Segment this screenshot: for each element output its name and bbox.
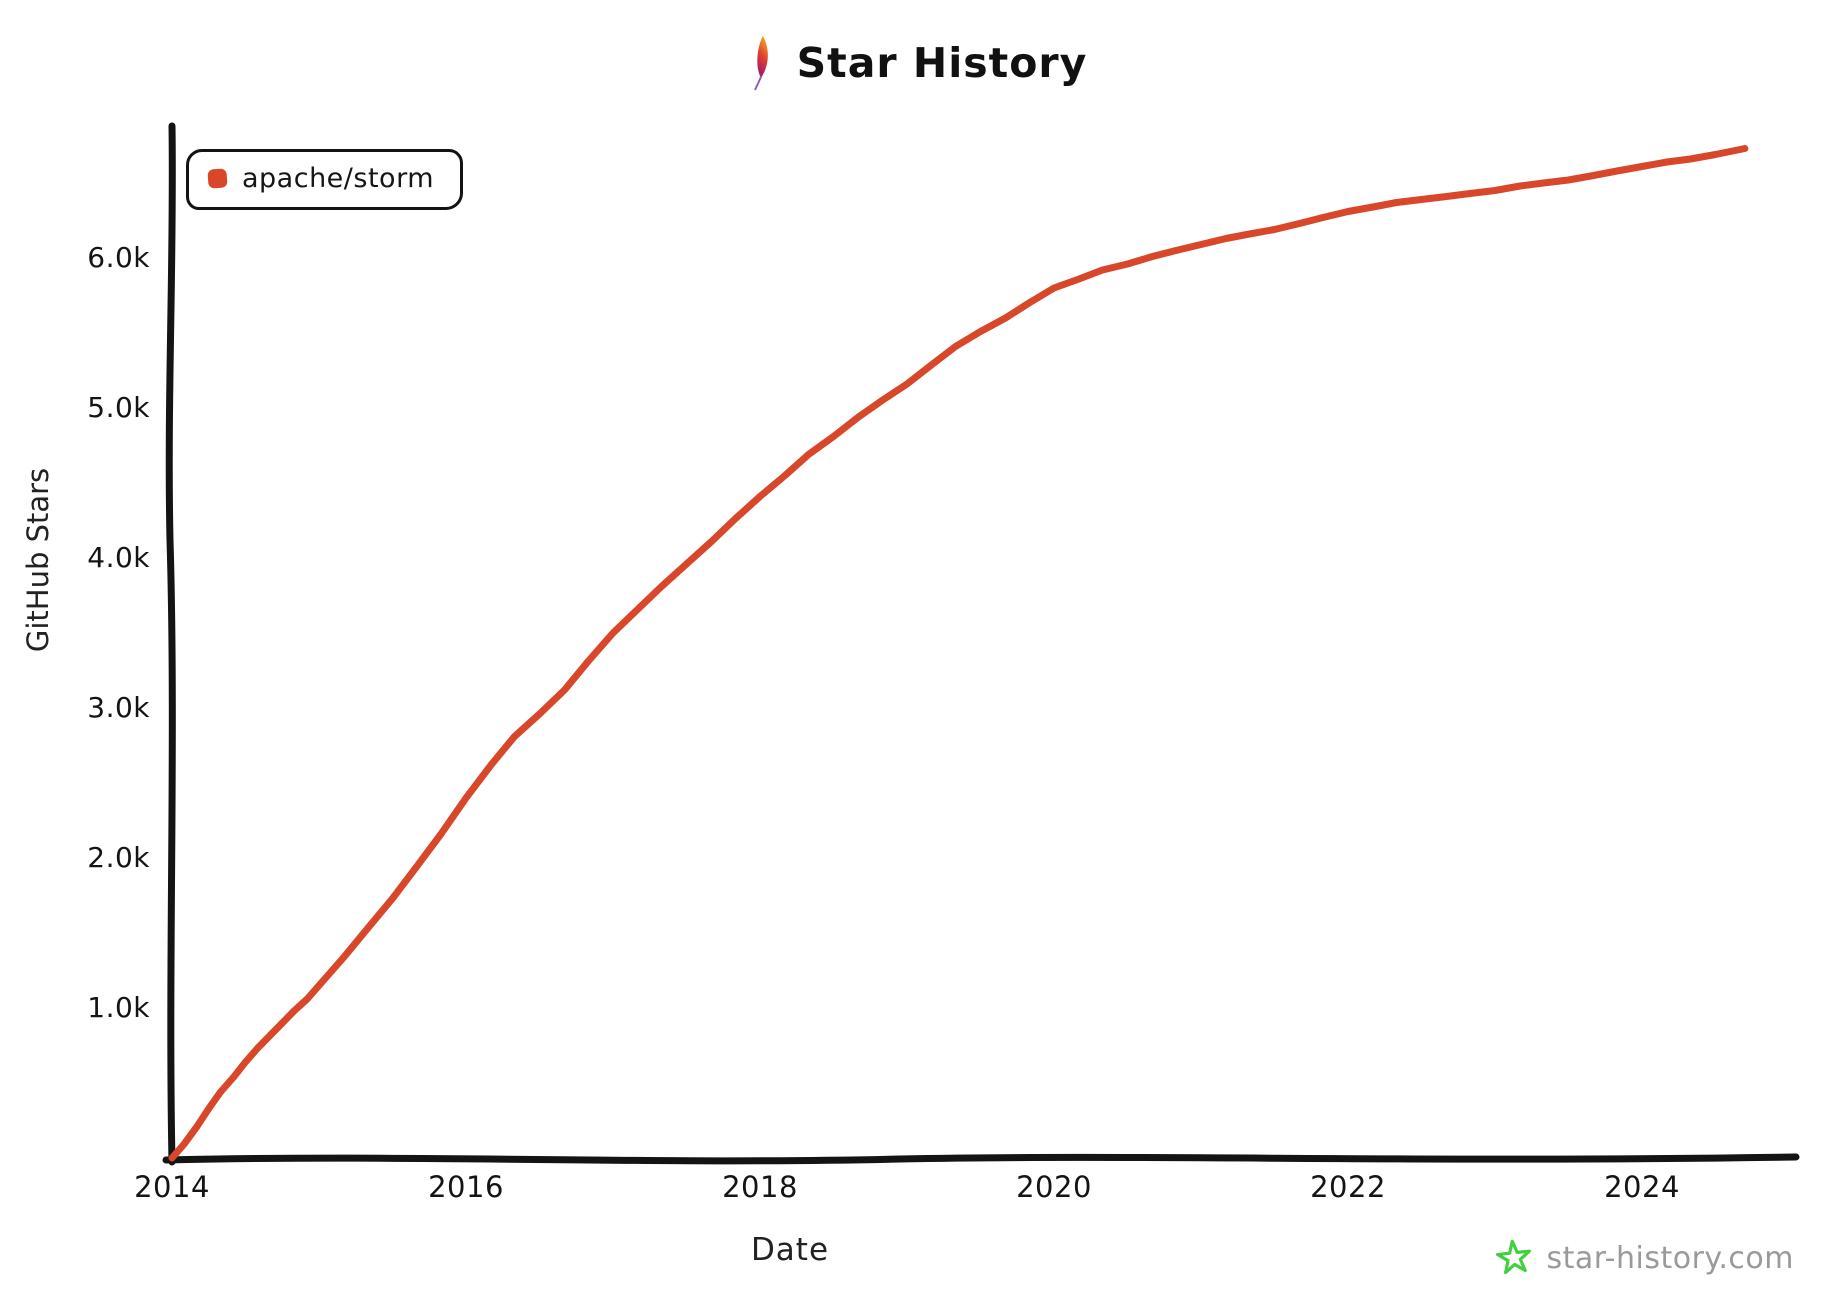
y-axis-line	[165, 122, 176, 1166]
series-line-apache-storm	[168, 145, 1749, 1162]
y-tick-label: 4.0k	[87, 541, 150, 574]
apache-feather-icon	[753, 35, 768, 91]
legend-marker-apache-storm	[207, 168, 228, 189]
x-tick-label: 2024	[1604, 1170, 1680, 1204]
x-tick-label: 2018	[722, 1170, 798, 1204]
x-axis-title: Date	[750, 1232, 830, 1268]
star-icon	[1496, 1239, 1532, 1275]
watermark: star-history.com	[1494, 1238, 1794, 1278]
x-tick-label: 2020	[1016, 1170, 1092, 1204]
y-tick-label: 2.0k	[87, 841, 150, 874]
x-tick-label: 2022	[1310, 1170, 1386, 1204]
legend-label: apache/storm	[242, 163, 434, 194]
y-tick-label: 6.0k	[87, 241, 150, 274]
x-axis-line	[162, 1153, 1800, 1165]
y-tick-label: 3.0k	[87, 691, 150, 724]
chart-header: Star History	[0, 34, 1832, 92]
y-tick-label: 1.0k	[87, 991, 150, 1024]
page-title: Star History	[796, 39, 1088, 87]
legend: apache/storm	[186, 149, 463, 210]
y-tick-label: 5.0k	[87, 391, 150, 424]
x-tick-label: 2016	[428, 1170, 504, 1204]
watermark-text: star-history.com	[1546, 1240, 1794, 1276]
x-tick-label: 2014	[134, 1170, 210, 1204]
